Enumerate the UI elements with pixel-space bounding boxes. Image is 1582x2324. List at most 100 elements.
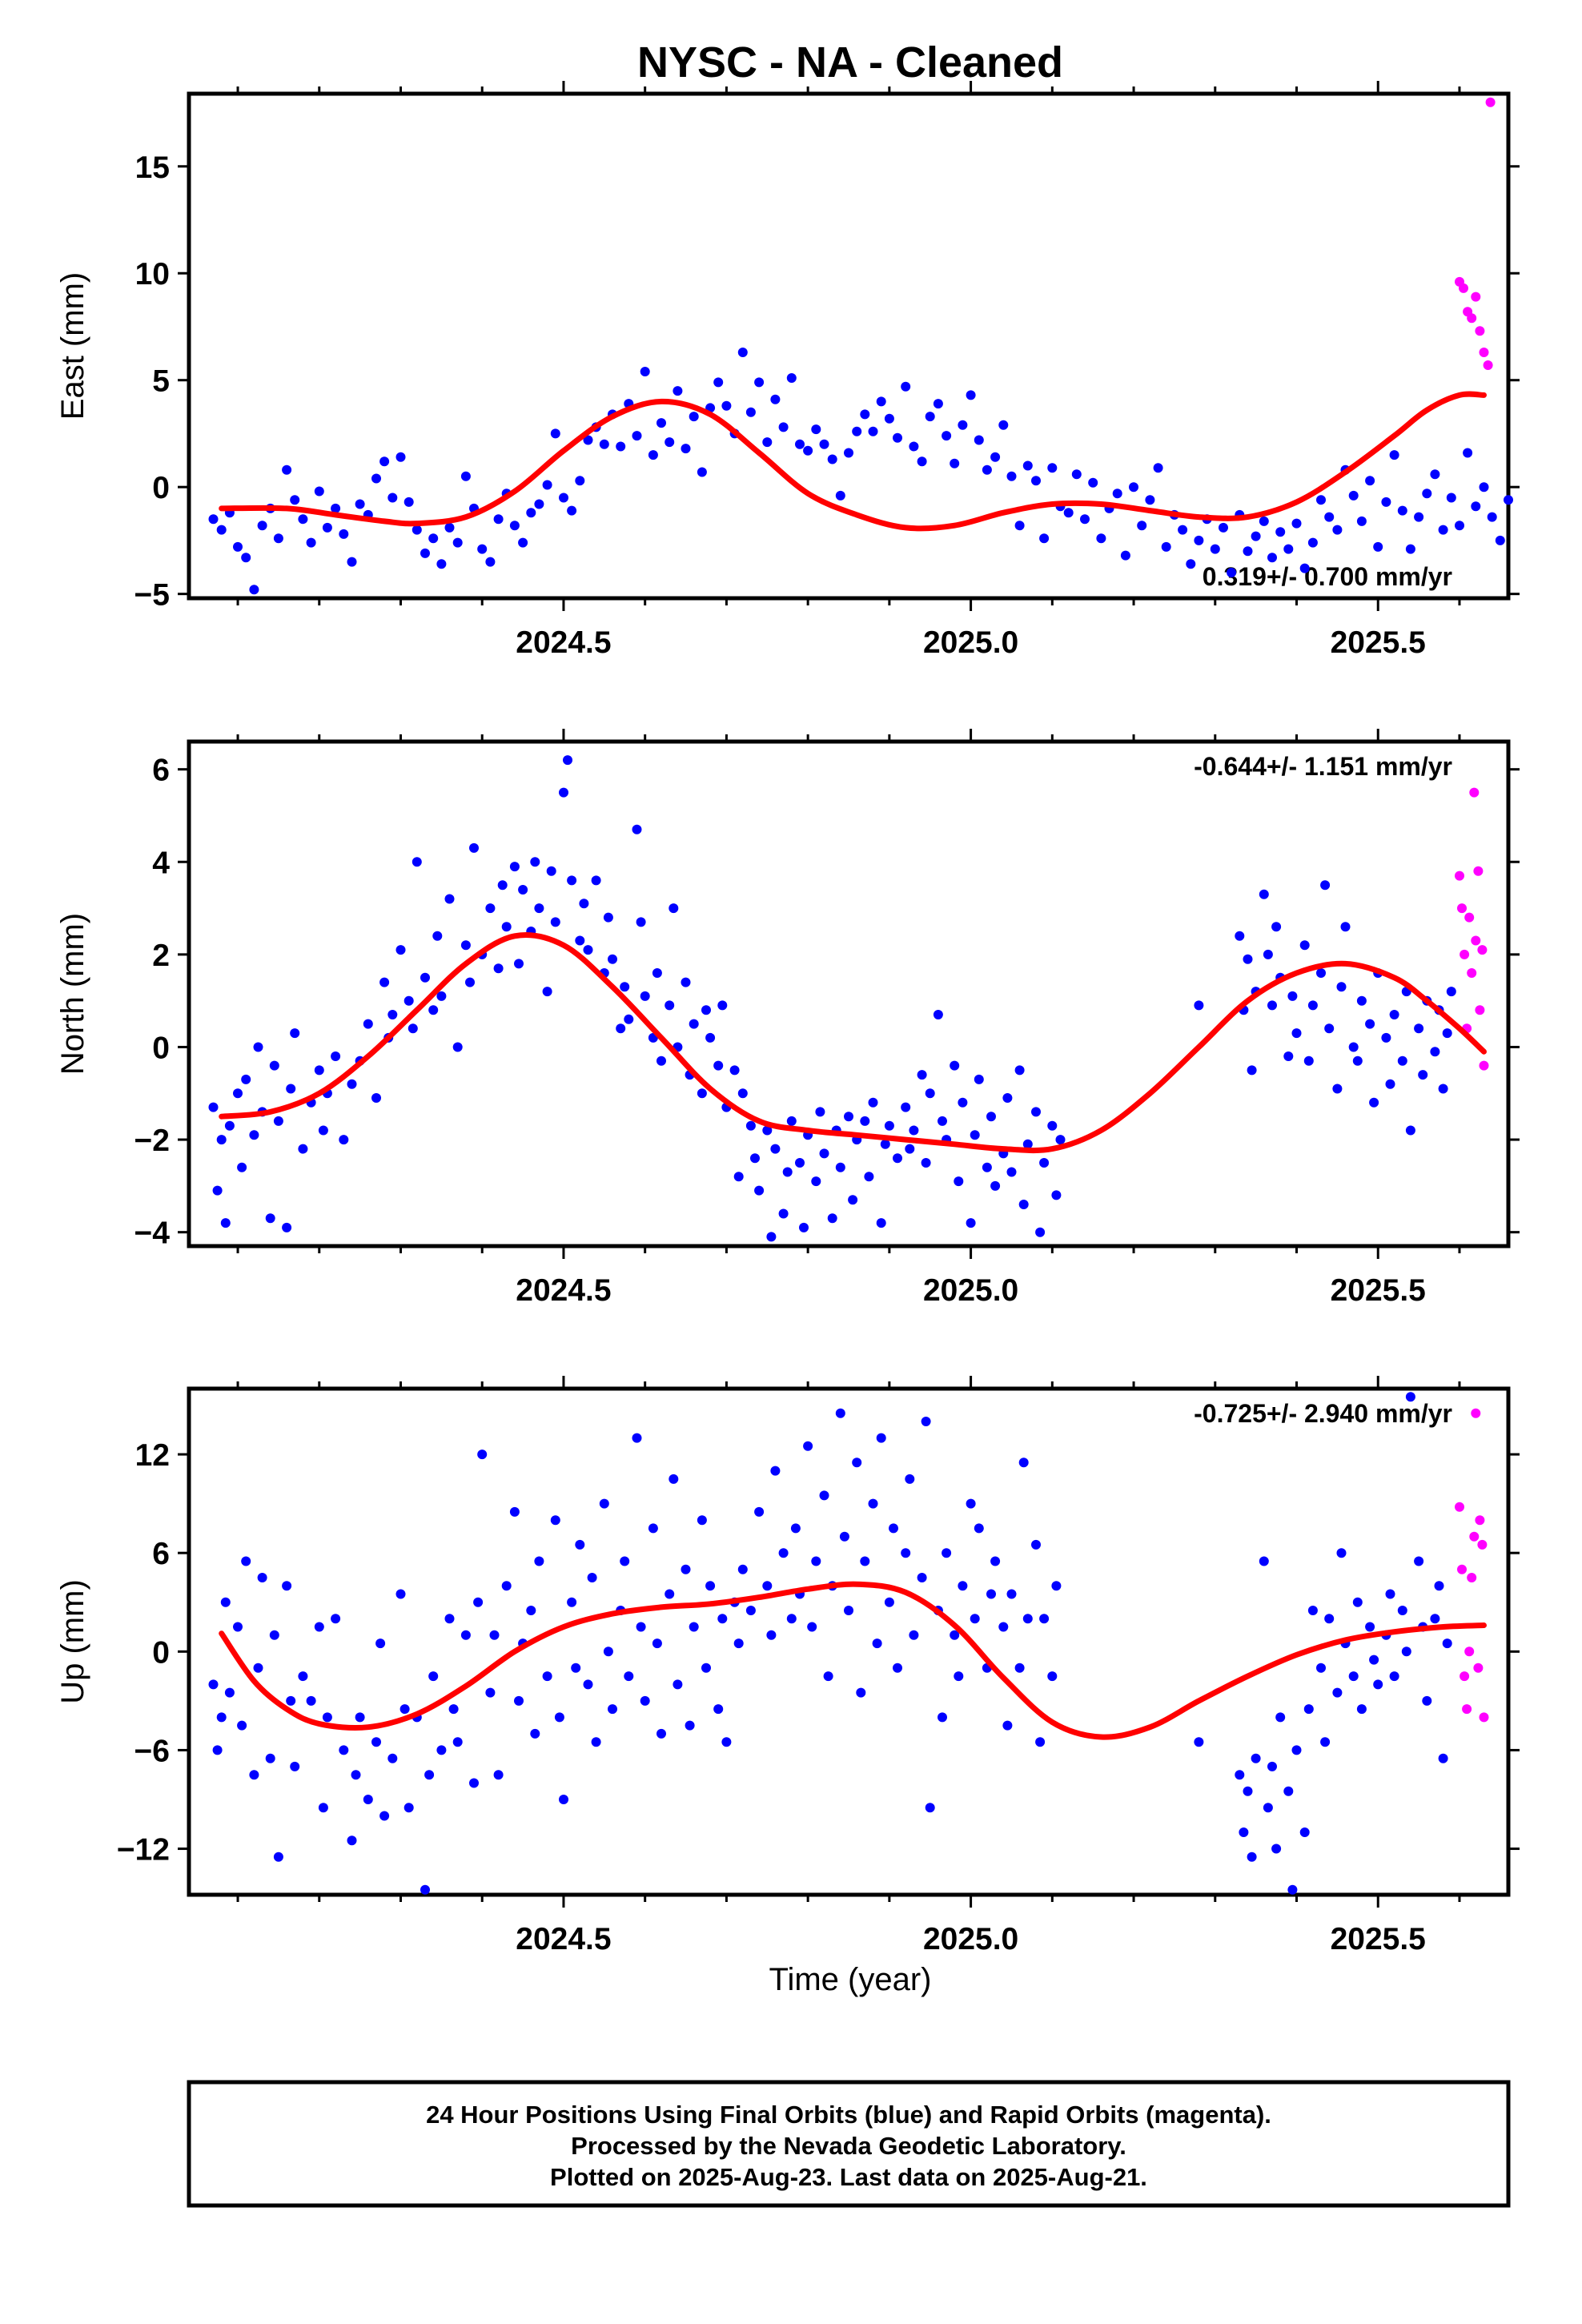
final-orbit-point [921, 1417, 931, 1426]
final-orbit-point [460, 471, 471, 481]
final-orbit-point [1422, 1695, 1432, 1706]
final-orbit-point [786, 373, 797, 383]
rate-annotation: 0.319+/- 0.700 mm/yr [1203, 562, 1452, 591]
final-orbit-point [379, 456, 390, 467]
final-orbit-point [1381, 1032, 1391, 1043]
final-orbit-point [509, 1506, 520, 1517]
final-orbit-point [950, 1630, 960, 1640]
final-orbit-point [868, 1097, 878, 1108]
y-axis-label: North (mm) [55, 913, 90, 1075]
final-orbit-point [1430, 469, 1440, 480]
final-orbit-point [1259, 889, 1269, 899]
final-orbit-point [241, 553, 251, 563]
final-orbit-point [1120, 550, 1130, 561]
final-orbit-point [233, 1622, 243, 1632]
final-orbit-point [1186, 559, 1196, 569]
final-orbit-point [318, 1125, 328, 1136]
final-orbit-point [534, 1556, 544, 1566]
final-orbit-point [864, 1172, 874, 1182]
final-orbit-point [587, 1573, 597, 1582]
final-orbit-point [379, 977, 390, 987]
x-tick-label: 2025.0 [923, 625, 1018, 660]
final-orbit-point [1194, 1000, 1204, 1011]
final-orbit-point [497, 880, 508, 891]
final-orbit-point [1299, 563, 1310, 573]
final-orbit-point [583, 435, 593, 445]
final-orbit-point [1405, 544, 1415, 554]
final-orbit-point [1194, 1737, 1204, 1747]
final-orbit-point [1051, 1581, 1062, 1591]
final-orbit-point [290, 1761, 300, 1771]
final-orbit-point [269, 1060, 279, 1071]
final-orbit-point [656, 1728, 666, 1739]
final-orbit-point [1283, 544, 1294, 554]
rapid-orbit-point [1459, 283, 1468, 293]
final-orbit-point [1352, 1055, 1363, 1066]
final-orbit-point [1239, 1827, 1249, 1837]
final-orbit-point [603, 912, 613, 923]
final-orbit-point [282, 1222, 292, 1232]
final-orbit-point [493, 514, 504, 525]
final-orbit-point [1414, 1023, 1424, 1034]
final-orbit-point [444, 1614, 455, 1624]
final-orbit-point [314, 1622, 324, 1632]
final-orbit-point [717, 1614, 728, 1624]
y-tick-label: 5 [152, 364, 170, 399]
y-tick-label: −5 [135, 578, 170, 613]
final-orbit-point [265, 1753, 275, 1763]
final-orbit-point [1096, 533, 1106, 544]
model-fit-line [219, 1581, 1487, 1740]
final-orbit-point [701, 1005, 711, 1015]
final-orbit-point [465, 977, 475, 987]
final-orbit-point [1414, 512, 1424, 522]
final-orbit-point [1031, 1539, 1041, 1550]
up-panel: −12 −6 0 6 12 2024.5 2025.0 2025.5 Up (mm) -0.725… [55, 1376, 1520, 1956]
rapid-orbit-point [1475, 1005, 1485, 1015]
final-orbit-point [905, 1144, 915, 1154]
final-orbit-point [917, 1070, 927, 1080]
final-orbit-point [237, 1162, 247, 1172]
final-orbit-point [420, 972, 430, 983]
rapid-orbit-point [1467, 313, 1477, 324]
final-orbit-point [253, 1663, 263, 1673]
final-orbit-point [493, 963, 504, 974]
rapid-orbit-point [1485, 97, 1496, 107]
final-orbit-point [567, 1597, 577, 1607]
footer-line-3: Plotted on 2025-Aug-23. Last data on 202… [550, 2163, 1147, 2191]
east-panel: −5 0 5 10 15 2024.5 2025.0 2025.5 East (mm) 0.319… [55, 81, 1520, 660]
final-orbit-point [750, 1153, 760, 1164]
final-orbit-point [559, 493, 568, 503]
rapid-orbit-point [1471, 935, 1481, 946]
final-orbit-point [1356, 516, 1367, 526]
final-orbit-point [412, 525, 422, 535]
final-orbit-point [546, 866, 556, 876]
final-orbit-point [241, 1556, 251, 1566]
final-orbit-point [893, 1153, 902, 1164]
final-orbit-point [1051, 1190, 1062, 1200]
final-orbit-point [990, 452, 1001, 462]
final-orbit-point [477, 544, 488, 554]
final-orbit-point [220, 1218, 231, 1228]
final-orbit-point [1365, 1019, 1375, 1029]
final-orbit-point [1369, 1097, 1379, 1108]
final-orbit-point [216, 1135, 227, 1145]
final-orbit-point [1263, 949, 1273, 959]
final-orbit-point [571, 1663, 581, 1673]
final-orbit-point [1227, 568, 1237, 577]
final-orbit-point [477, 1449, 488, 1460]
final-orbit-point [1442, 1028, 1452, 1039]
final-orbit-point [1267, 1000, 1277, 1011]
final-orbit-point [970, 1614, 980, 1624]
final-orbit-point [624, 1014, 634, 1024]
final-orbit-point [208, 514, 219, 525]
final-orbit-point [1291, 1745, 1302, 1755]
final-orbit-point [298, 1144, 308, 1154]
final-orbit-point [599, 439, 609, 449]
final-orbit-point [554, 1712, 564, 1723]
final-orbit-point [371, 1737, 381, 1747]
final-orbit-point [852, 426, 862, 436]
final-orbit-point [396, 945, 406, 955]
final-orbit-point [1381, 497, 1391, 507]
final-orbit-point [1006, 1589, 1017, 1599]
final-orbit-point [1047, 463, 1058, 473]
